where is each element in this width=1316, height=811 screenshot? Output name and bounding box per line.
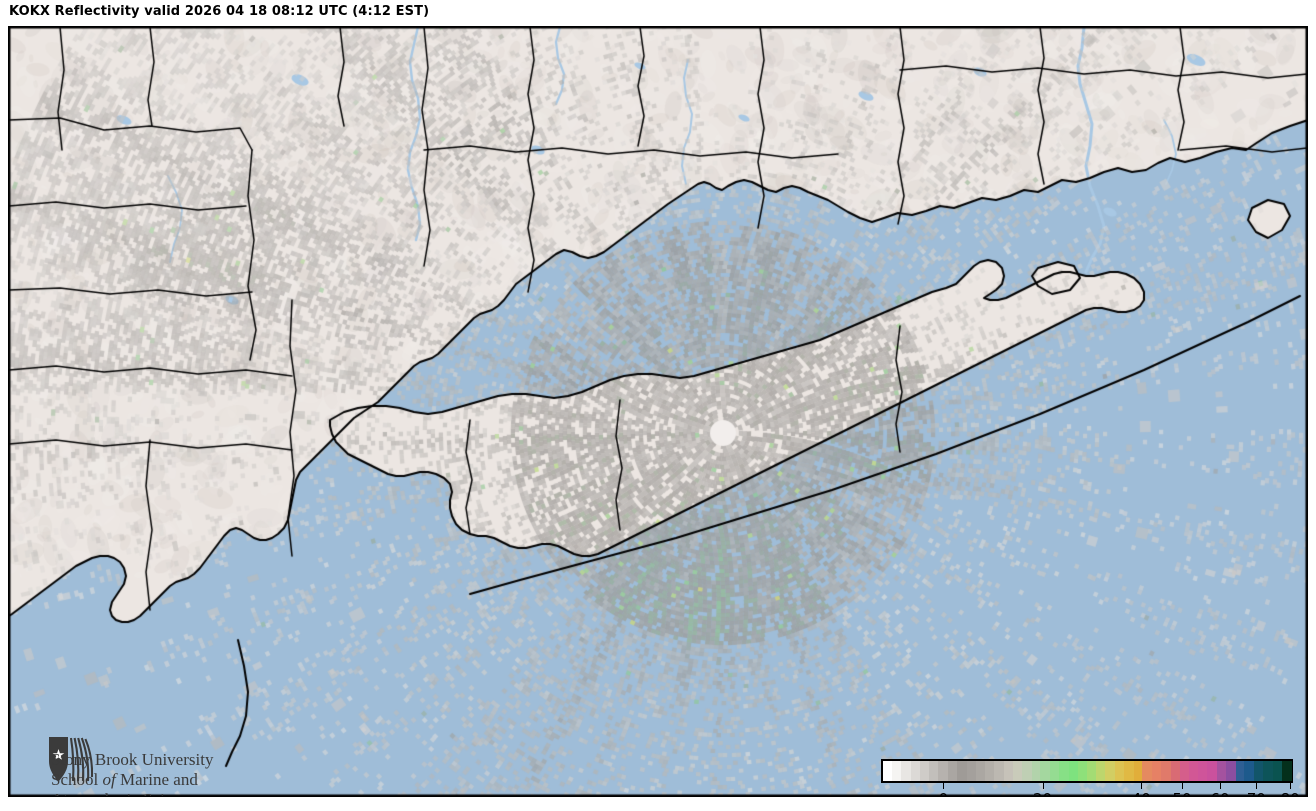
colorbar-tick-label: 40 — [1132, 790, 1151, 796]
colorbar-segment — [920, 761, 930, 781]
colorbar-segment — [1244, 761, 1255, 781]
colorbar-segment — [1151, 761, 1162, 781]
colorbar-segment — [1235, 761, 1246, 781]
colorbar-segment — [1077, 761, 1088, 781]
colorbar-tick — [1141, 783, 1143, 789]
radar-map-canvas — [9, 27, 1307, 796]
colorbar-segment — [1142, 761, 1153, 781]
colorbar-segment — [975, 761, 986, 781]
colorbar-segment — [1189, 761, 1200, 781]
colorbar-segment — [1022, 761, 1033, 781]
colorbar-segment — [966, 761, 977, 781]
colorbar-segment — [1003, 761, 1014, 781]
colorbar-tick-label: 20 — [1033, 790, 1052, 796]
colorbar-tick — [1290, 783, 1292, 789]
page-title: KOKX Reflectivity valid 2026 04 18 08:12… — [9, 4, 430, 19]
colorbar-tick-label: 50 — [1173, 790, 1192, 796]
colorbar-tick — [943, 783, 945, 789]
colorbar-segment — [1049, 761, 1060, 781]
colorbar-tick-label: 70 — [1247, 790, 1266, 796]
colorbar-segment — [1133, 761, 1144, 781]
colorbar-segment — [1253, 761, 1264, 781]
radar-map-frame: Stony Brook University School of Marine … — [8, 26, 1308, 797]
colorbar-segment — [1226, 761, 1237, 781]
colorbar-segment — [1105, 761, 1116, 781]
colorbar-segment — [1031, 761, 1042, 781]
colorbar-segment — [957, 761, 968, 781]
colorbar-segment — [938, 761, 949, 781]
colorbar-tick-label: 0 — [939, 790, 949, 796]
colorbar-segment — [1096, 761, 1107, 781]
colorbar-segment — [929, 761, 940, 781]
colorbar-segment — [994, 761, 1005, 781]
colorbar-segment — [985, 761, 996, 781]
colorbar-segment — [1124, 761, 1135, 781]
colorbar-segment — [1161, 761, 1172, 781]
colorbar-segment — [910, 761, 921, 781]
colorbar-tick — [1220, 783, 1221, 789]
colorbar-segment — [1170, 761, 1181, 781]
colorbar-segment — [1179, 761, 1190, 781]
colorbar-segment — [1068, 761, 1079, 781]
colorbar-segment — [1198, 761, 1209, 781]
colorbar-tick — [1182, 783, 1184, 789]
colorbar-segment — [901, 761, 912, 781]
colorbar-gradient — [881, 759, 1293, 783]
reflectivity-colorbar: 0 20 40 50 60 70 80 — [881, 759, 1300, 796]
colorbar-segment — [1040, 761, 1051, 781]
colorbar-segment — [1207, 761, 1218, 781]
colorbar-segment — [1114, 761, 1125, 781]
title-bar: KOKX Reflectivity valid 2026 04 18 08:12… — [0, 0, 1316, 26]
colorbar-tick — [1042, 783, 1044, 789]
colorbar-tick-label: 60 — [1210, 790, 1229, 796]
colorbar-segment — [947, 761, 958, 781]
colorbar-tick — [1256, 783, 1258, 789]
colorbar-segment — [1012, 761, 1023, 781]
colorbar-segment — [891, 761, 903, 781]
colorbar-segment — [1272, 761, 1283, 781]
colorbar-segment — [1281, 761, 1292, 781]
colorbar-segment — [1216, 761, 1227, 781]
colorbar-segment — [1087, 761, 1098, 781]
colorbar-segment — [883, 761, 893, 781]
colorbar-tick-label: 80 — [1281, 790, 1300, 796]
colorbar-segment — [1263, 761, 1274, 781]
colorbar-segment — [1059, 761, 1070, 781]
